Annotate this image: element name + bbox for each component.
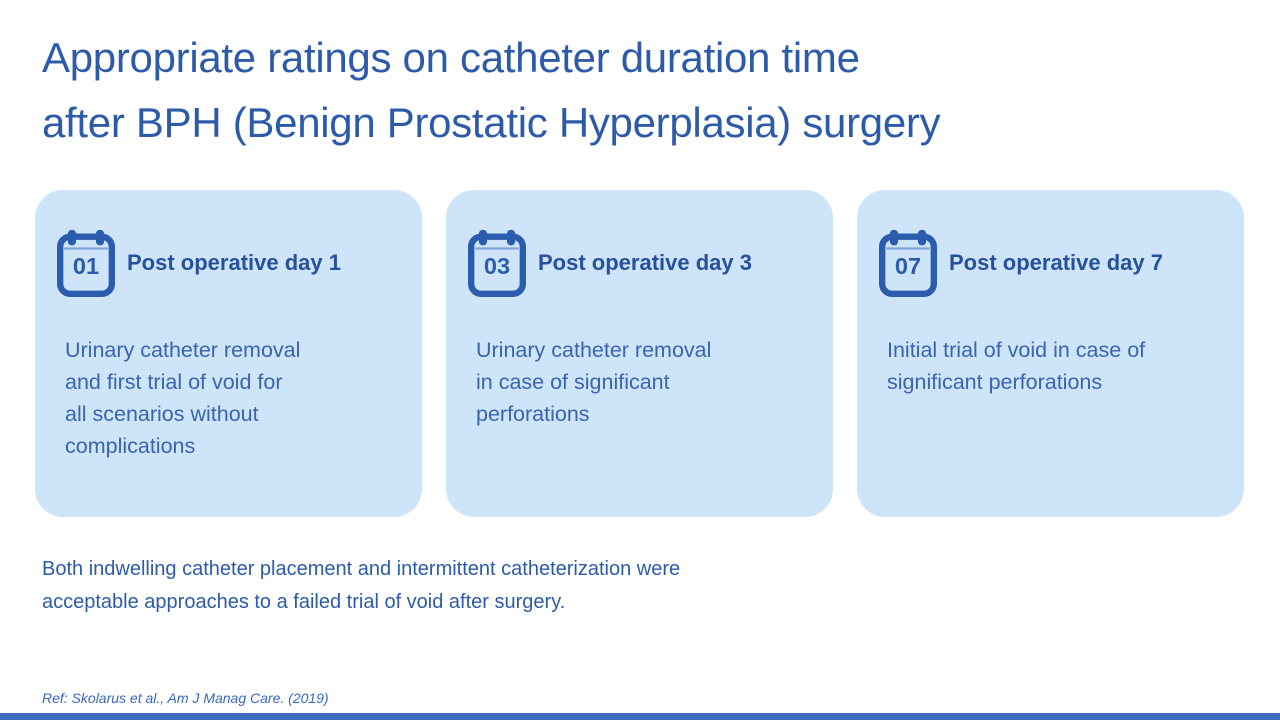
slide-title: Appropriate ratings on catheter duration… (42, 34, 941, 146)
card-body-text: Initial trial of void in case of signifi… (887, 338, 1146, 394)
card-header: 01 Post operative day 1 (57, 228, 404, 298)
calendar-day-number: 07 (895, 253, 921, 279)
calendar-icon: 01 (57, 228, 115, 298)
card-heading: Post operative day 3 (538, 250, 752, 275)
calendar-icon: 03 (468, 228, 526, 298)
card-header: 03 Post operative day 3 (468, 228, 815, 298)
card-body-text: Urinary catheter removal in case of sign… (476, 338, 712, 426)
card-post-operative-day-1: 01 Post operative day 1 Urinary catheter… (35, 190, 422, 517)
reference-text: Ref: Skolarus et al., Am J Manag Care. (… (42, 690, 329, 706)
card-heading: Post operative day 1 (127, 250, 341, 275)
card-post-operative-day-7: 07 Post operative day 7 Initial trial of… (857, 190, 1244, 517)
calendar-day-number: 01 (73, 253, 99, 279)
calendar-icon: 07 (879, 228, 937, 298)
calendar-day-number: 03 (484, 253, 510, 279)
card-heading: Post operative day 7 (949, 250, 1163, 275)
cards-row: 01 Post operative day 1 Urinary catheter… (35, 190, 1244, 517)
note-text: Both indwelling catheter placement and i… (42, 558, 681, 613)
card-post-operative-day-3: 03 Post operative day 3 Urinary catheter… (446, 190, 833, 517)
card-header: 07 Post operative day 7 (879, 228, 1226, 298)
footer-accent-bar (0, 713, 1280, 720)
card-body-text: Urinary catheter removal and first trial… (65, 338, 301, 458)
